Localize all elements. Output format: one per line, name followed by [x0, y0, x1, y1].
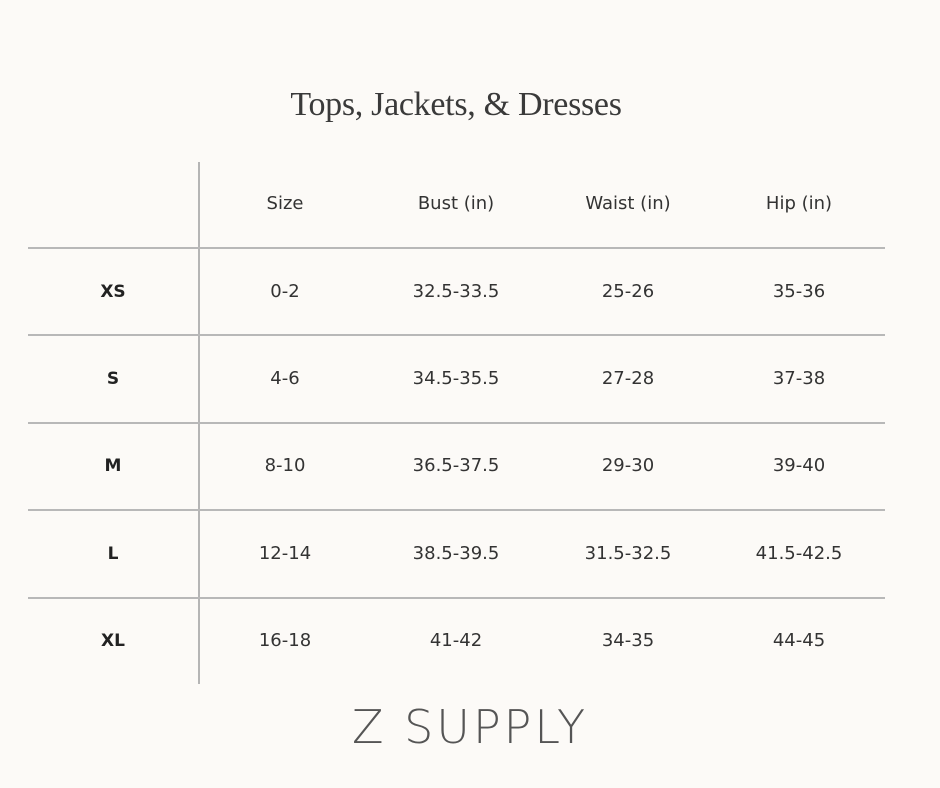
column-header: Waist (in) [585, 193, 671, 214]
table-cell: 32.5-33.5 [412, 281, 500, 302]
row-label: M [104, 456, 122, 476]
row-divider [28, 509, 885, 511]
row-divider [28, 422, 885, 424]
table-cell: 29-30 [601, 455, 655, 476]
table-cell: 35-36 [772, 281, 826, 302]
table-cell: 25-26 [601, 281, 655, 302]
table-cell: 12-14 [258, 543, 312, 564]
table-cell: 37-38 [772, 368, 826, 389]
table-cell: 34-35 [601, 630, 655, 651]
row-label: L [107, 544, 119, 564]
column-header: Size [266, 193, 304, 214]
row-label: XS [100, 282, 126, 302]
table-cell: 36.5-37.5 [412, 455, 500, 476]
table-cell: 31.5-32.5 [584, 543, 672, 564]
table-cell: 41-42 [429, 630, 483, 651]
table-cell: 39-40 [772, 455, 826, 476]
column-header: Bust (in) [417, 193, 495, 214]
table-cell: 27-28 [601, 368, 655, 389]
brand-logo-text: Z SUPPLY [351, 700, 589, 754]
table-cell: 38.5-39.5 [412, 543, 500, 564]
row-label: S [106, 369, 120, 389]
row-divider [28, 247, 885, 249]
table-cell: 34.5-35.5 [412, 368, 500, 389]
row-divider [28, 334, 885, 336]
table-cell: 41.5-42.5 [755, 543, 843, 564]
brand-logo: Z SUPPLY [0, 700, 940, 754]
table-cell: 16-18 [258, 630, 312, 651]
row-label: XL [101, 631, 125, 651]
table-cell: 0-2 [270, 281, 300, 302]
chart-title: Tops, Jackets, & Dresses [290, 86, 622, 123]
table-cell: 8-10 [264, 455, 306, 476]
row-divider [28, 597, 885, 599]
column-header: Hip (in) [765, 193, 833, 214]
table-cell: 44-45 [772, 630, 826, 651]
table-cell: 4-6 [270, 368, 300, 389]
